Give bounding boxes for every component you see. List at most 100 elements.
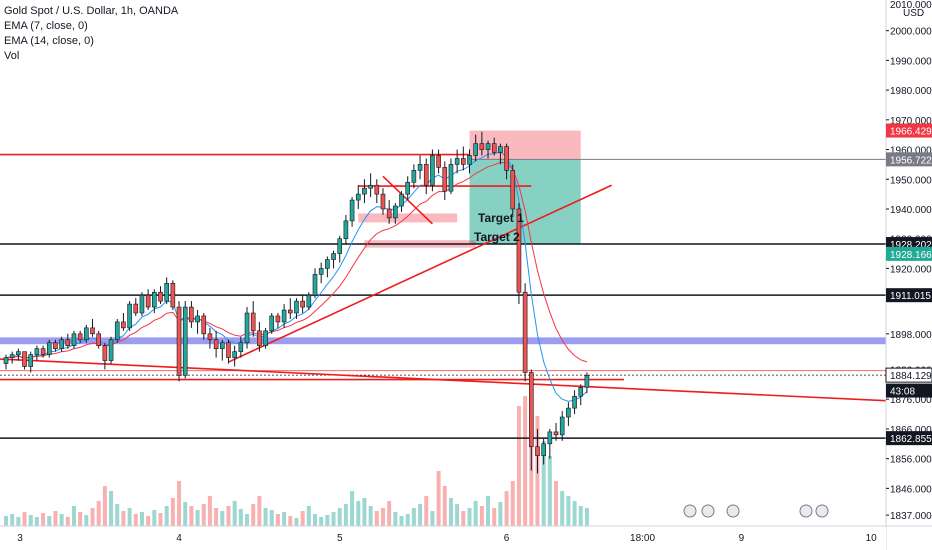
- candle[interactable]: [498, 146, 503, 153]
- candle[interactable]: [312, 274, 318, 296]
- price-axis[interactable]: [886, 0, 932, 550]
- candle[interactable]: [53, 342, 58, 349]
- candle[interactable]: [479, 143, 485, 150]
- candle[interactable]: [442, 167, 448, 192]
- candle[interactable]: [207, 333, 213, 341]
- candle[interactable]: [368, 184, 373, 189]
- candle[interactable]: [127, 303, 132, 329]
- candle[interactable]: [417, 164, 423, 171]
- candle[interactable]: [121, 321, 126, 329]
- candle[interactable]: [559, 416, 565, 436]
- candle[interactable]: [28, 354, 34, 367]
- ema14-label[interactable]: EMA (14, close, 0): [4, 35, 94, 47]
- candle[interactable]: [3, 357, 9, 364]
- candle[interactable]: [306, 294, 312, 308]
- candle[interactable]: [90, 327, 95, 335]
- candle[interactable]: [189, 306, 194, 323]
- volume-label[interactable]: Vol: [4, 50, 20, 62]
- candle[interactable]: [263, 330, 268, 347]
- event-icon[interactable]: [726, 504, 740, 518]
- candle[interactable]: [528, 372, 534, 448]
- candle[interactable]: [152, 291, 157, 308]
- candle[interactable]: [405, 181, 411, 195]
- candle[interactable]: [343, 220, 349, 240]
- candle[interactable]: [553, 431, 559, 436]
- candle[interactable]: [448, 164, 454, 192]
- candle[interactable]: [238, 342, 244, 352]
- candle[interactable]: [257, 330, 262, 347]
- candle[interactable]: [331, 253, 336, 260]
- position-target-zone[interactable]: [469, 159, 581, 245]
- candle[interactable]: [40, 348, 46, 355]
- candle[interactable]: [584, 375, 590, 388]
- candle[interactable]: [176, 306, 182, 376]
- candle[interactable]: [96, 333, 101, 347]
- candle[interactable]: [145, 294, 151, 308]
- candle[interactable]: [374, 184, 380, 195]
- candle[interactable]: [485, 143, 491, 150]
- candle[interactable]: [380, 193, 386, 210]
- candle[interactable]: [59, 339, 64, 349]
- candle[interactable]: [337, 238, 343, 254]
- ema7-label[interactable]: EMA (7, close, 0): [4, 20, 88, 32]
- candle[interactable]: [77, 333, 83, 341]
- time-axis[interactable]: [0, 526, 886, 550]
- candle[interactable]: [133, 303, 139, 314]
- candle[interactable]: [269, 315, 275, 332]
- candle[interactable]: [220, 342, 225, 349]
- candle[interactable]: [467, 155, 472, 165]
- support-zone[interactable]: [0, 337, 886, 345]
- candle[interactable]: [516, 208, 522, 293]
- descending-trendline[interactable]: [0, 358, 887, 402]
- candle[interactable]: [572, 395, 577, 409]
- candle[interactable]: [578, 387, 584, 397]
- candle[interactable]: [294, 300, 299, 314]
- candle[interactable]: [411, 170, 417, 183]
- candle[interactable]: [102, 345, 108, 361]
- candle[interactable]: [362, 187, 367, 195]
- candle[interactable]: [250, 312, 256, 332]
- event-icon[interactable]: [701, 504, 715, 518]
- candle[interactable]: [325, 259, 330, 269]
- candle[interactable]: [84, 327, 89, 341]
- event-icon[interactable]: [683, 504, 697, 518]
- candle[interactable]: [355, 193, 361, 201]
- candle[interactable]: [164, 282, 169, 302]
- candle[interactable]: [541, 443, 546, 456]
- event-icon[interactable]: [815, 504, 829, 518]
- candle[interactable]: [139, 294, 145, 314]
- candle[interactable]: [461, 158, 466, 165]
- target-1-box[interactable]: [358, 213, 458, 223]
- candle[interactable]: [522, 291, 528, 373]
- candle[interactable]: [158, 291, 163, 302]
- candle[interactable]: [504, 146, 509, 171]
- candle[interactable]: [46, 342, 52, 355]
- candle[interactable]: [65, 339, 71, 347]
- candle[interactable]: [71, 333, 77, 347]
- candle[interactable]: [287, 309, 293, 314]
- candle[interactable]: [108, 339, 114, 361]
- candle[interactable]: [454, 158, 460, 165]
- candle[interactable]: [16, 351, 21, 355]
- candle[interactable]: [399, 193, 404, 207]
- candle[interactable]: [226, 342, 231, 358]
- candle[interactable]: [535, 446, 540, 456]
- candle[interactable]: [34, 348, 40, 355]
- candle[interactable]: [300, 300, 305, 308]
- candle[interactable]: [423, 164, 429, 186]
- ascending-trendline[interactable]: [228, 184, 612, 363]
- candle[interactable]: [547, 431, 553, 445]
- candle[interactable]: [386, 208, 392, 219]
- candle[interactable]: [232, 351, 237, 358]
- symbol-title[interactable]: Gold Spot / U.S. Dollar, 1h, OANDA: [4, 5, 179, 17]
- candle[interactable]: [430, 155, 435, 186]
- candle[interactable]: [182, 306, 188, 376]
- candle[interactable]: [281, 309, 287, 323]
- candle[interactable]: [436, 155, 441, 168]
- candle[interactable]: [201, 315, 207, 335]
- candle[interactable]: [114, 321, 120, 341]
- candle[interactable]: [9, 354, 15, 358]
- candle[interactable]: [275, 315, 281, 323]
- event-icon[interactable]: [799, 504, 813, 518]
